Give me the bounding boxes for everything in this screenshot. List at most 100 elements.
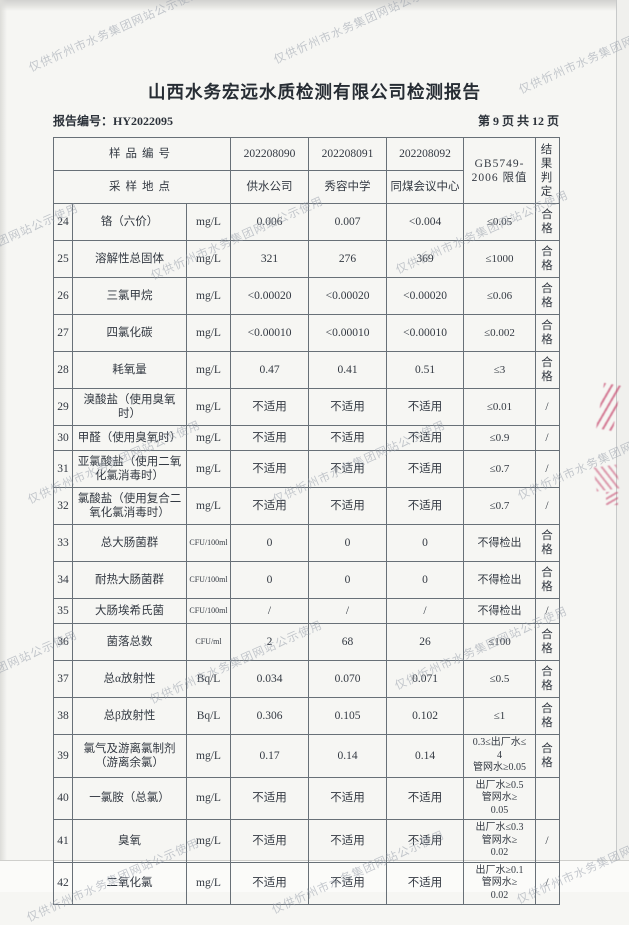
result-cell: /: [535, 388, 561, 426]
value-cell: 0.47: [230, 351, 310, 389]
unit-cell: Bq/L: [185, 660, 232, 698]
sample-site-cell: 同煤会议中心: [386, 170, 465, 204]
value-cell: 0: [386, 561, 465, 599]
report-number: 报告编号：HY2022095: [53, 114, 174, 128]
table-row: 39 氯气及游离氯制剂（游离余氯） mg/L 0.17 0.14 0.14 0.3≤出厂水≤…: [53, 734, 561, 778]
table-row: 30 甲醛（使用臭氧时） mg/L 不适用 不适用 不适用 ≤0.9/: [53, 425, 561, 451]
table-row: 24 铬（六价） mg/L 0.006 0.007 <0.004 ≤0.05 合格: [53, 203, 561, 241]
parameter-name-cell: 一氯胺（总氯）: [72, 776, 187, 820]
scan-edge-top: [0, 0, 629, 11]
value-cell: 不适用: [386, 425, 465, 451]
row-number-cell: 33: [53, 524, 73, 562]
result-cell: 合格: [535, 314, 561, 352]
value-cell: <0.00010: [230, 314, 310, 352]
row-number-cell: 32: [53, 487, 73, 525]
row-number-cell: 28: [53, 351, 73, 389]
parameter-name-cell: 甲醛（使用臭氧时）: [72, 425, 187, 451]
table-row: 34 耐热大肠菌群 CFU/100ml 0 0 0 不得检出 合格: [53, 561, 561, 599]
value-cell: 0.071: [386, 660, 465, 698]
unit-cell: mg/L: [185, 351, 232, 389]
value-cell: <0.00020: [386, 277, 465, 315]
page-title: 山西水务宏远水质检测有限公司检测报告: [148, 82, 481, 102]
row-number-cell: 34: [53, 561, 73, 599]
value-cell: 0.102: [386, 697, 465, 735]
row-number-cell: 38: [53, 697, 73, 735]
parameter-name-cell: 溴酸盐（使用臭氧时）: [72, 388, 187, 426]
parameter-name-cell: 三氯甲烷: [72, 277, 187, 315]
row-number-cell: 31: [53, 450, 73, 488]
table-row: 42 二氧化氯 mg/L 不适用 不适用 不适用 出厂水≥0.1 管网水≥ 0.02/: [53, 861, 561, 905]
result-cell: 合格: [535, 524, 561, 562]
result-cell: /: [535, 425, 561, 451]
limit-cell: ≤100: [463, 623, 537, 661]
table-row: 25 溶解性总固体 mg/L 321 276 369 ≤1000 合格: [53, 240, 561, 278]
value-cell: 不适用: [230, 487, 310, 525]
sample-id-cell: 202208092: [386, 137, 465, 171]
limit-cell: 0.3≤出厂水≤ 4 管网水≥0.05: [463, 734, 537, 778]
result-cell: /: [535, 487, 561, 525]
result-cell: 合格: [535, 734, 561, 778]
sample-id-cell: 202208090: [230, 137, 310, 171]
result-cell: 合格: [535, 660, 561, 698]
value-cell: /: [308, 598, 388, 624]
limit-cell: ≤0.002: [463, 314, 537, 352]
value-cell: 不适用: [308, 861, 388, 905]
results-table-head: 样品编号 202208090 202208091 202208092 GB574…: [52, 137, 561, 204]
sample-site-cell: 秀容中学: [308, 170, 388, 204]
limit-cell: ≤0.9: [463, 425, 537, 451]
value-cell: <0.00010: [386, 314, 465, 352]
limit-cell: 出厂水≤0.3 管网水≥ 0.02: [463, 819, 537, 863]
row-number-cell: 30: [53, 425, 73, 451]
parameter-name-cell: 铬（六价）: [72, 203, 187, 241]
limit-cell: ≤0.7: [463, 450, 537, 488]
row-number-cell: 24: [53, 203, 73, 241]
table-row: 37 总α放射性 Bq/L 0.034 0.070 0.071 ≤0.5 合格: [53, 660, 561, 698]
parameter-name-cell: 臭氧: [72, 819, 187, 863]
unit-cell: mg/L: [185, 776, 232, 820]
row-number-cell: 42: [53, 861, 73, 905]
value-cell: 369: [386, 240, 465, 278]
parameter-name-cell: 二氧化氯: [72, 861, 187, 905]
value-cell: 不适用: [230, 861, 310, 905]
value-cell: <0.00010: [308, 314, 388, 352]
result-cell: 合格: [535, 351, 561, 389]
header-row-sample-id: 样品编号 202208090 202208091 202208092 GB574…: [52, 137, 561, 204]
result-cell: 合格: [535, 277, 561, 315]
result-cell: [535, 776, 561, 820]
limit-cell: 出厂水≥0.1 管网水≥ 0.02: [463, 861, 537, 905]
row-number-cell: 37: [53, 660, 73, 698]
limit-cell: 出厂水≥0.5 管网水≥ 0.05: [463, 776, 537, 820]
unit-cell: mg/L: [185, 240, 232, 278]
result-cell: 合格: [535, 697, 561, 735]
table-row: 27 四氯化碳 mg/L <0.00010 <0.00010 <0.00010 ≤0.002…: [53, 314, 561, 352]
sample-site-cell: 供水公司: [230, 170, 310, 204]
limit-header-cell: GB5749- 2006 限值: [463, 137, 537, 204]
unit-cell: CFU/100ml: [185, 524, 232, 562]
value-cell: /: [386, 598, 465, 624]
results-table: 样品编号 202208090 202208091 202208092 GB574…: [52, 137, 561, 905]
value-cell: 0.070: [308, 660, 388, 698]
watermark-text: 仅供忻州市水务集团网站公示使用: [27, 0, 204, 75]
value-cell: 不适用: [386, 388, 465, 426]
scan-edge-right: [616, 0, 629, 891]
page-indicator: 第 9 页 共 12 页: [477, 114, 559, 128]
parameter-name-cell: 四氯化碳: [72, 314, 187, 352]
value-cell: 0: [308, 561, 388, 599]
row-number-cell: 41: [53, 819, 73, 863]
value-cell: /: [230, 598, 310, 624]
parameter-name-cell: 大肠埃希氏菌: [72, 598, 187, 624]
table-row: 35 大肠埃希氏菌 CFU/100ml / / / 不得检出 /: [53, 598, 561, 624]
unit-cell: mg/L: [185, 734, 232, 778]
table-row: 41 臭氧 mg/L 不适用 不适用 不适用 出厂水≤0.3 管网水≥ 0.02/: [53, 819, 561, 863]
sample-id-cell: 202208091: [308, 137, 388, 171]
result-cell: 合格: [535, 203, 561, 241]
value-cell: 0.034: [230, 660, 310, 698]
result-cell: 合格: [535, 561, 561, 599]
table-row: 38 总β放射性 Bq/L 0.306 0.105 0.102 ≤1 合格: [53, 697, 561, 735]
results-table-body: 24 铬（六价） mg/L 0.006 0.007 <0.004 ≤0.05 合格 25 溶解性总…: [53, 203, 561, 905]
value-cell: 0: [308, 524, 388, 562]
table-row: 36 菌落总数 CFU/ml 2 68 26 ≤100 合格: [53, 623, 561, 661]
value-cell: 不适用: [230, 425, 310, 451]
parameter-name-cell: 总β放射性: [72, 697, 187, 735]
value-cell: <0.00020: [230, 277, 310, 315]
